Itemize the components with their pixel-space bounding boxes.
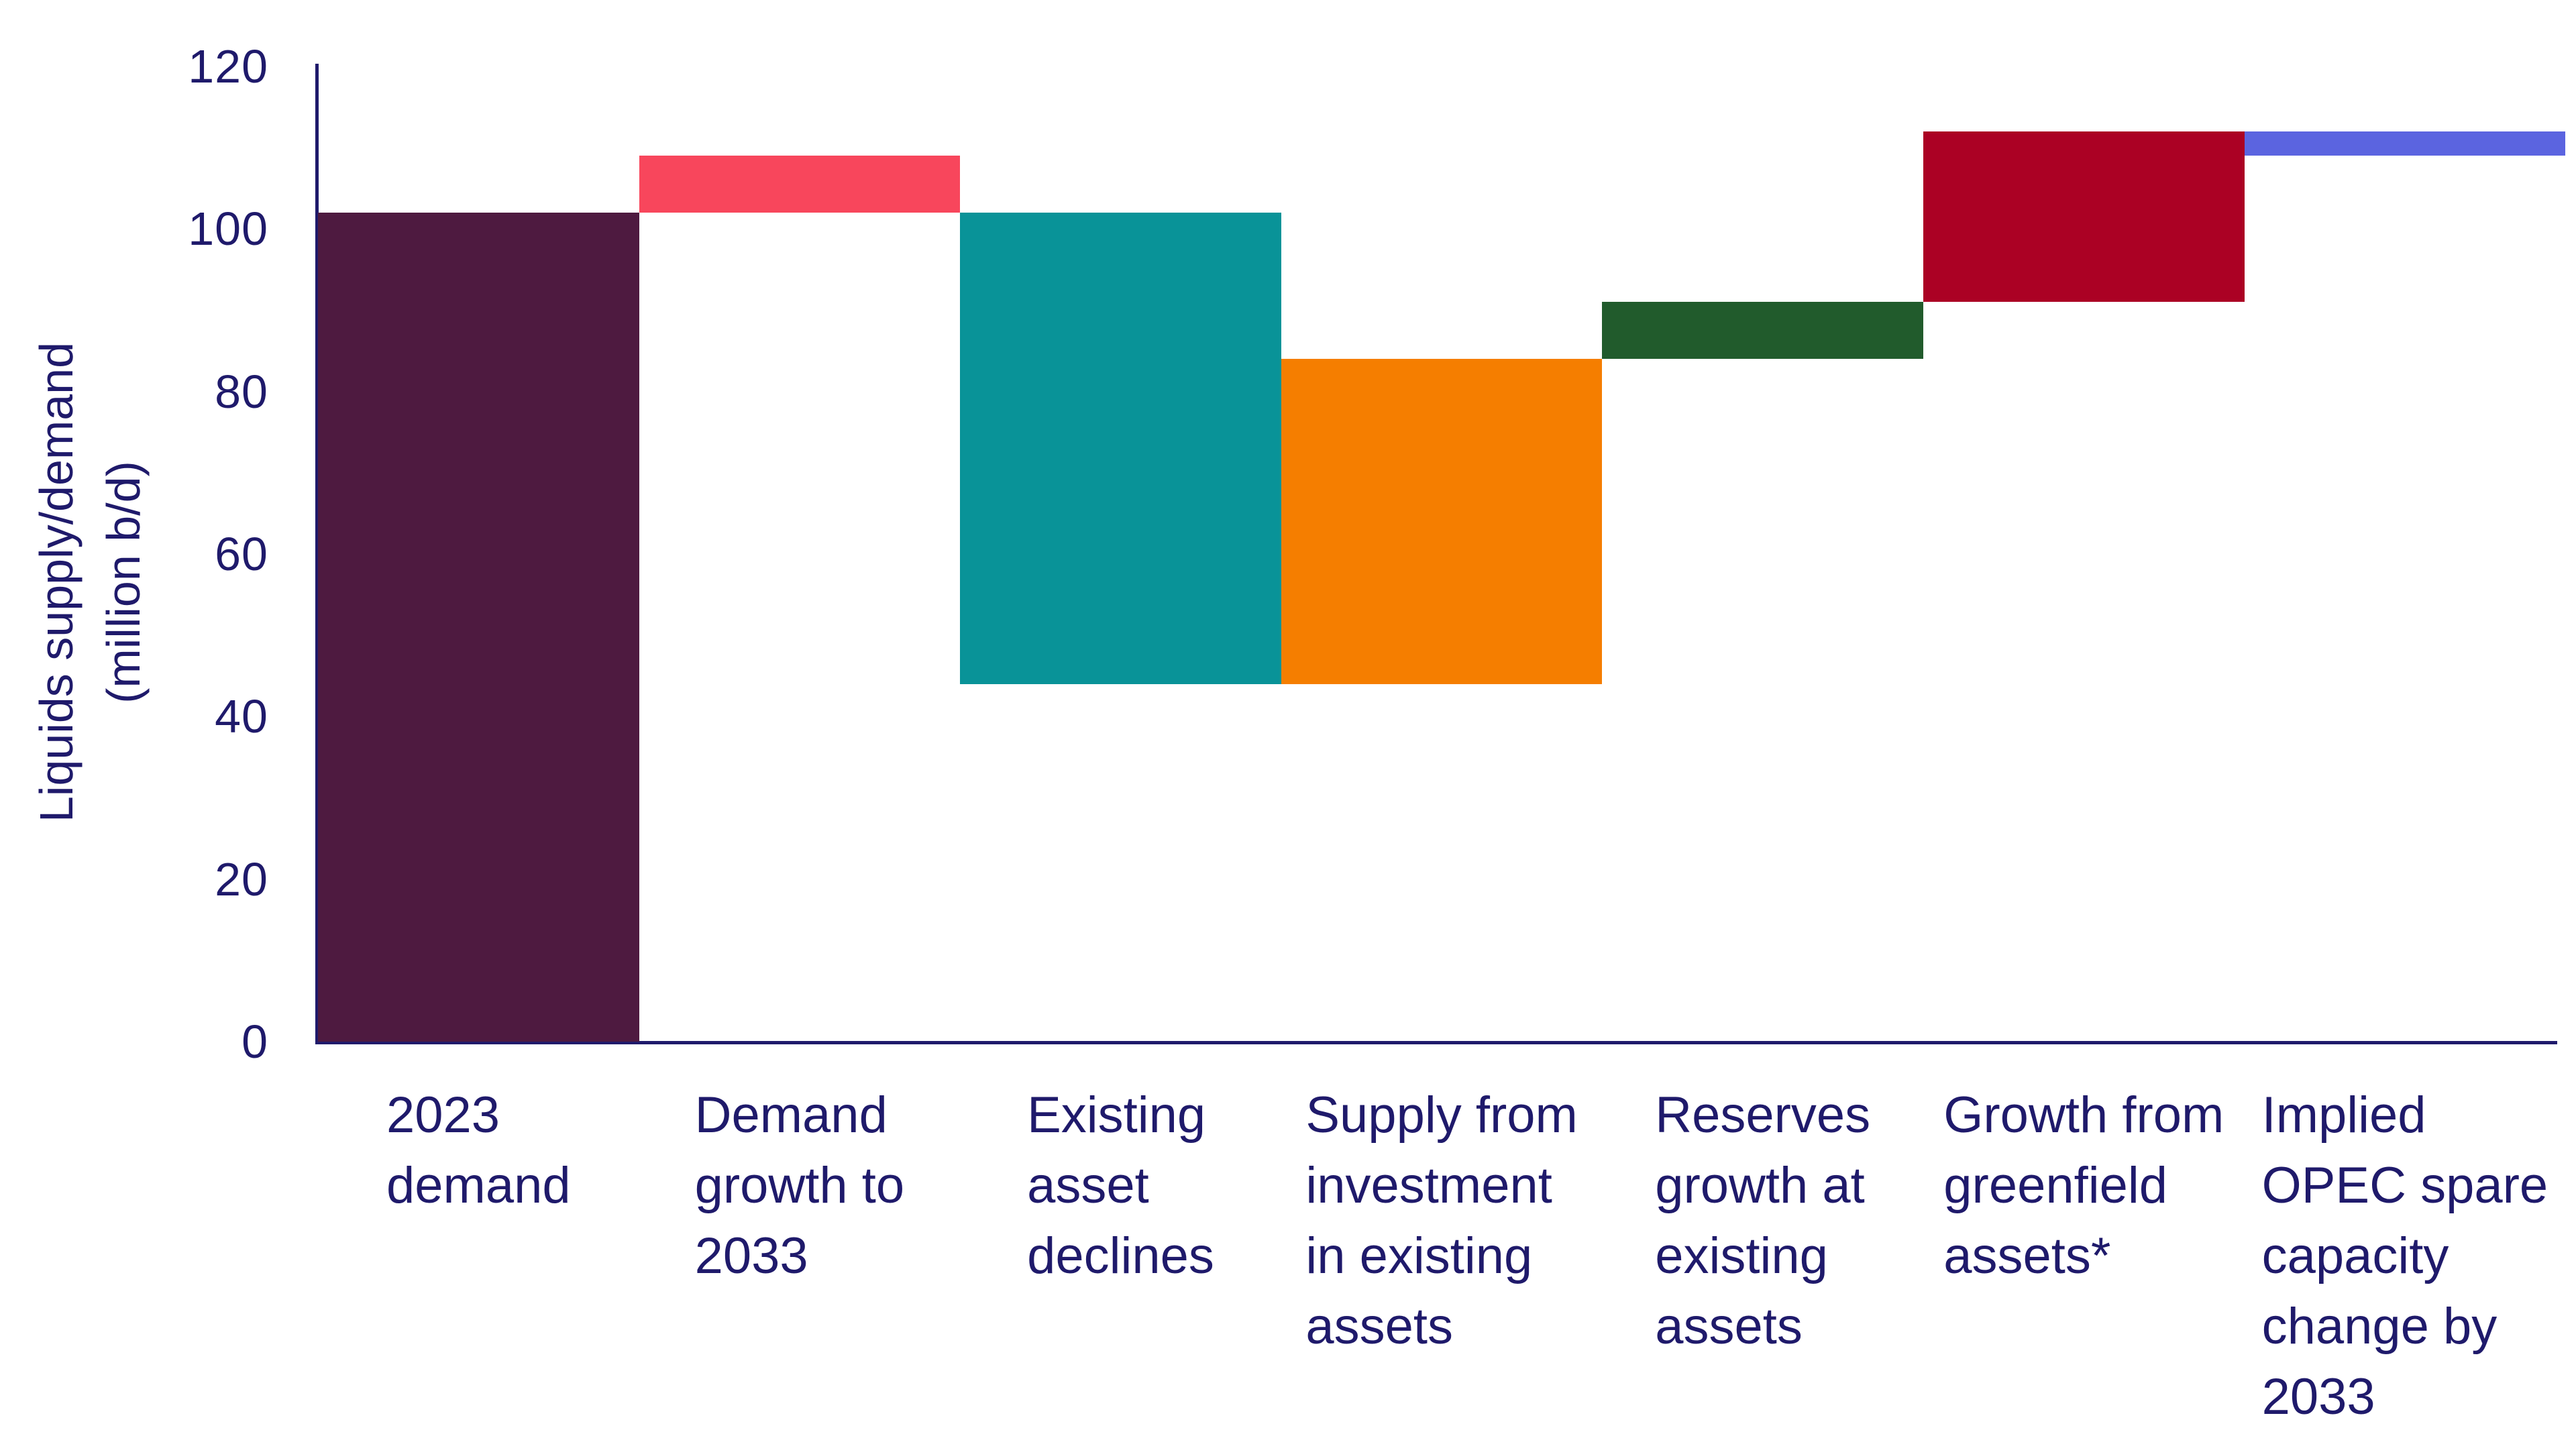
y-tick-label-20: 20 [215, 852, 268, 905]
bar-growth-from-greenfield-assets [1923, 131, 2245, 302]
y-tick-label-0: 0 [241, 1015, 268, 1068]
y-tick-label-120: 120 [188, 40, 268, 93]
category-label-text: Supply from investment in existing asset… [1305, 1087, 1578, 1355]
category-label-text: Implied OPEC spare capacity change by 20… [2261, 1087, 2548, 1425]
bar-demand-growth-to-2033 [639, 156, 961, 213]
y-axis-title-line-1: Liquids supply/demand [30, 341, 83, 823]
category-label-text: Growth from greenfield assets* [1943, 1087, 2224, 1284]
category-label-implied-opec-spare-capacity-change-by-2033: Implied OPEC spare capacity change by 20… [2245, 1080, 2566, 1430]
category-label-2023-demand: 2023 demand [318, 1080, 639, 1221]
category-label-growth-from-greenfield-assets: Growth from greenfield assets* [1923, 1080, 2245, 1291]
y-axis-line [315, 64, 319, 1044]
category-label-text: 2023 demand [386, 1087, 571, 1214]
category-label-existing-asset-declines: Existing asset declines [960, 1080, 1281, 1291]
x-axis-line [315, 1041, 2557, 1044]
category-label-reserves-growth-at-existing-assets: Reserves growth at existing assets [1602, 1080, 1923, 1362]
bar-supply-from-investment-in-existing-assets [1281, 359, 1603, 684]
y-tick-label-40: 40 [215, 690, 268, 743]
bar-2023-demand [318, 213, 639, 1042]
category-label-demand-growth-to-2033: Demand growth to 2033 [639, 1080, 961, 1291]
y-tick-label-60: 60 [215, 527, 268, 580]
category-label-supply-from-investment-in-existing-assets: Supply from investment in existing asset… [1281, 1080, 1603, 1362]
bar-reserves-growth-at-existing-assets [1602, 302, 1923, 360]
bar-implied-opec-spare-capacity-change-by-2033 [2244, 131, 2566, 156]
y-tick-label-80: 80 [215, 365, 268, 418]
bar-existing-asset-declines [960, 213, 1281, 684]
category-label-text: Existing asset declines [1027, 1087, 1214, 1284]
category-label-text: Demand growth to 2033 [694, 1087, 905, 1284]
category-label-text: Reserves growth at existing assets [1655, 1087, 1871, 1355]
y-tick-label-100: 100 [188, 203, 268, 256]
